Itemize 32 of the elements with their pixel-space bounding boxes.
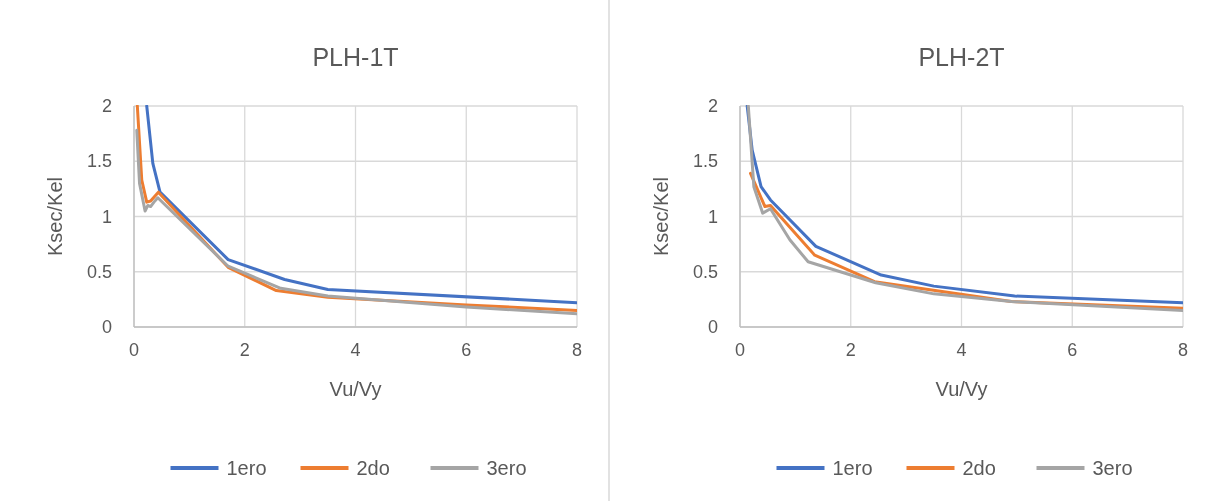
legend-label: 1ero bbox=[832, 457, 873, 479]
y-tick-label: 0.5 bbox=[692, 261, 718, 282]
y-axis-title: Ksec/Kel bbox=[44, 177, 66, 256]
x-tick-label: 0 bbox=[128, 340, 140, 360]
x-tick-label: 2 bbox=[239, 340, 250, 360]
x-tick-label: 2 bbox=[845, 340, 856, 360]
x-tick-label: 8 bbox=[1177, 340, 1189, 360]
x-axis-title: Vu/Vy bbox=[935, 378, 988, 400]
legend-label: 3ero bbox=[1092, 457, 1133, 479]
legend-label: 2do bbox=[356, 457, 390, 479]
y-tick-label: 1 bbox=[707, 206, 718, 227]
x-tick-label: 0 bbox=[734, 340, 746, 360]
y-tick-label: 1.5 bbox=[692, 151, 718, 172]
y-tick-label: 2 bbox=[707, 96, 718, 116]
y-tick-label: 1 bbox=[101, 206, 112, 227]
chart-title: PLH-1T bbox=[312, 43, 399, 71]
y-tick-label: 1.5 bbox=[86, 151, 112, 172]
legend-label: 1ero bbox=[226, 457, 267, 479]
x-tick-label: 6 bbox=[1067, 340, 1078, 360]
x-tick-label: 8 bbox=[571, 340, 583, 360]
x-tick-label: 4 bbox=[350, 340, 361, 360]
y-tick-label: 0 bbox=[707, 317, 718, 337]
chart-title: PLH-2T bbox=[918, 43, 1005, 71]
legend-label: 3ero bbox=[486, 457, 527, 479]
y-tick-label: 2 bbox=[101, 96, 112, 116]
y-axis-title: Ksec/Kel bbox=[650, 177, 672, 256]
y-tick-label: 0 bbox=[101, 317, 112, 337]
legend-label: 2do bbox=[962, 457, 996, 479]
x-tick-label: 4 bbox=[956, 340, 967, 360]
y-tick-label: 0.5 bbox=[86, 261, 112, 282]
x-tick-label: 6 bbox=[461, 340, 472, 360]
x-axis-title: Vu/Vy bbox=[329, 378, 382, 400]
